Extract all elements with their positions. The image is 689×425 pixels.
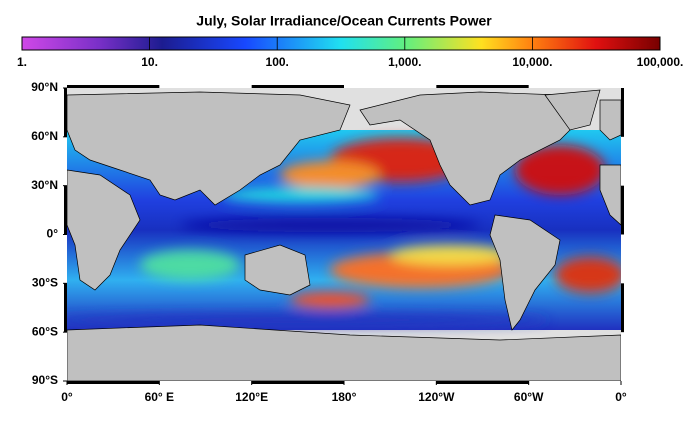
frame-bar [621,185,624,235]
frame-bar [64,283,67,333]
frame-bar [64,88,67,137]
lon-tick-label: 60° E [145,390,174,404]
lon-tick-label: 0° [615,390,627,404]
colorbar-tick-label: 100. [266,55,289,69]
colorbar-tick-label: 10,000. [512,55,552,69]
lon-tick-label: 120°E [235,390,268,404]
lon-tick-label: 0° [61,390,73,404]
frame-bar [251,381,344,384]
frame-bar [621,283,624,333]
frame-bar [64,185,67,235]
lon-tick-label: 180° [332,390,357,404]
lat-tick-label: 30°N [31,178,58,192]
lon-tick-label: 60°W [514,390,544,404]
frame-bar [67,85,160,88]
lat-tick-label: 60°N [31,129,58,143]
map [67,88,621,381]
frame-bar [436,381,529,384]
frame-bar [67,381,160,384]
lat-tick-label: 90°N [31,80,58,94]
colorbar [21,36,661,51]
frame-bar [436,85,529,88]
colorbar-tick-label: 1. [17,55,27,69]
lon-tick-label: 120°W [418,390,455,404]
colorbar-tick-label: 1,000. [388,55,421,69]
frame-bar [251,85,344,88]
frame-bar [621,88,624,137]
colorbar-tick-label: 10. [141,55,158,69]
lat-tick-label: 60°S [32,324,58,338]
lat-tick-label: 90°S [32,373,58,387]
lat-tick-label: 0° [47,227,59,241]
title: July, Solar Irradiance/Ocean Currents Po… [196,13,492,29]
lat-tick-label: 30°S [32,276,58,290]
colorbar-tick-label: 100,000. [637,55,684,69]
